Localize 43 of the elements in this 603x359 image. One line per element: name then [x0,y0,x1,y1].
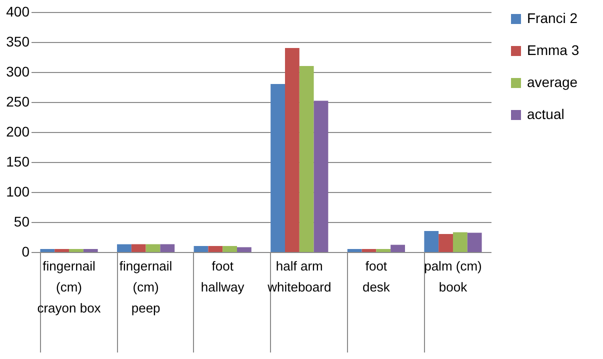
bar [390,244,405,252]
bar [270,84,285,252]
bar [237,247,252,252]
bar [467,232,482,252]
bar [40,249,55,252]
bar [452,232,468,252]
bar [131,244,146,252]
bar [299,66,314,252]
bar [208,246,223,252]
y-tick-label: 100 [6,184,30,200]
bar [362,249,376,252]
bar [83,249,98,252]
bar [69,249,84,252]
y-tick-label: 350 [6,34,30,50]
legend-label: Franci 2 [527,10,578,26]
x-tick-label: half arm whiteboard [266,258,332,294]
bar [285,48,300,252]
legend-label: average [527,74,578,90]
bar [438,234,453,252]
bar [347,249,362,252]
y-tick-label: 200 [6,124,30,140]
y-tick-label: 0 [22,244,30,260]
y-tick-label: 150 [6,154,30,170]
bar [314,100,328,252]
x-tick-label: palm (cm) book [424,258,482,294]
bar [146,244,160,252]
y-tick-label: 300 [6,64,30,80]
legend-label: actual [527,106,564,122]
y-tick-label: 250 [6,94,30,110]
bar [194,246,208,252]
bar [117,244,132,252]
x-tick-label: fingernail (cm) crayon box [37,258,102,316]
y-tick-label: 400 [6,4,30,20]
bar [54,249,70,252]
bar [222,246,237,252]
x-tick-label: foot desk [362,258,390,294]
legend-label: Emma 3 [527,42,580,58]
bar [160,244,175,252]
y-tick-label: 50 [14,214,30,230]
x-tick-label: foot hallway [200,258,245,294]
bar [424,231,439,252]
bar [376,249,391,252]
x-tick-label: fingernail (cm) peep [119,258,172,316]
